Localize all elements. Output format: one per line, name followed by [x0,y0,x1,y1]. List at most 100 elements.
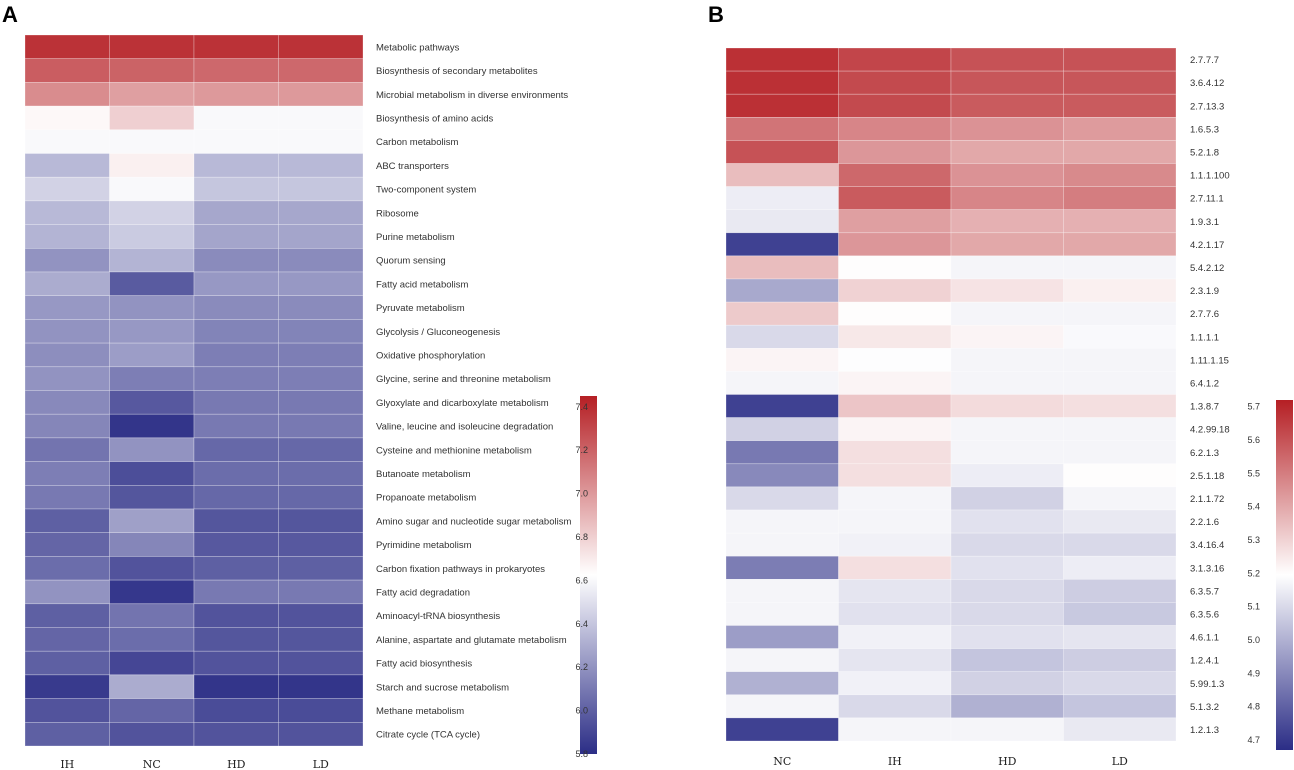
heatmap-cell-a-21-1 [109,532,195,557]
row-label-a-12: Glycolysis / Gluconeogenesis [376,327,500,338]
heatmap-cell-b-3-3 [1063,117,1177,141]
heatmap-cell-a-1-1 [109,58,195,83]
heatmap-cell-b-14-1 [838,371,952,395]
heatmap-cell-a-5-0 [24,153,110,178]
column-label-a-3: LD [313,758,329,770]
heatmap-cell-a-18-0 [24,461,110,486]
row-label-a-23: Fatty acid degradation [376,588,470,599]
row-label-a-26: Fatty acid biosynthesis [376,659,472,670]
heatmap-cell-b-23-0 [725,578,839,603]
heatmap-cell-b-15-1 [838,394,952,418]
heatmap-cell-b-13-3 [1063,347,1177,372]
heatmap-cell-b-4-1 [838,140,952,164]
heatmap-cell-a-21-0 [24,532,110,557]
heatmap-cell-b-8-2 [950,232,1064,257]
heatmap-cell-b-5-2 [950,163,1064,187]
heatmap-cell-b-28-2 [950,694,1064,719]
row-label-b-4: 5.2.1.8 [1190,148,1219,159]
row-label-b-29: 1.2.1.3 [1190,725,1219,736]
heatmap-cell-a-27-1 [109,674,195,699]
heatmap-cell-b-10-0 [725,278,839,303]
heatmap-cell-a-18-2 [193,461,279,486]
heatmap-cell-a-19-3 [278,484,364,510]
heatmap-cell-a-0-1 [109,34,195,60]
heatmap-cell-a-22-3 [278,556,364,581]
row-label-a-16: Valine, leucine and isoleucine degradati… [376,422,553,433]
heatmap-cell-b-18-1 [838,463,952,488]
heatmap-cell-b-10-1 [838,278,952,303]
heatmap-cell-b-16-2 [950,417,1064,442]
heatmap-cell-a-6-0 [24,176,110,202]
colorbar-tick-a-8: 5.8 [575,749,588,759]
row-label-b-23: 6.3.5.7 [1190,586,1219,597]
heatmap-cell-a-13-2 [193,342,279,368]
heatmap-cell-a-20-3 [278,508,364,534]
heatmap-cell-a-12-2 [193,319,279,344]
heatmap-panel-b: 2.7.7.7 3.6.4.12 2.7.13.3 1.6.5.3 5.2.1.8 1.1… [725,47,1293,768]
heatmap-cell-b-20-0 [725,509,839,534]
heatmap-cell-b-2-1 [838,93,952,118]
heatmap-cell-a-19-0 [24,484,110,510]
heatmap-panel-a: Metabolic pathways Biosynthesis of second… [24,34,597,770]
heatmap-cell-a-17-3 [278,437,364,462]
row-label-a-14: Glycine, serine and threonine metabolism [376,374,551,385]
heatmap-cell-b-3-0 [725,117,839,141]
heatmap-cell-b-7-0 [725,209,839,234]
row-label-b-5: 1.1.1.100 [1190,171,1230,182]
heatmap-cell-b-29-1 [838,717,952,742]
row-label-b-15: 1.3.8.7 [1190,402,1219,413]
heatmap-cell-a-21-2 [193,532,279,557]
heatmap-cell-b-12-1 [838,324,952,349]
heatmap-cell-a-3-1 [109,105,195,131]
heatmap-cell-b-0-2 [950,47,1064,72]
row-label-a-1: Biosynthesis of secondary metabolites [376,66,538,77]
heatmap-cell-a-2-2 [193,82,279,107]
heatmap-cell-b-26-1 [838,648,952,672]
row-label-b-12: 1.1.1.1 [1190,332,1219,343]
heatmap-cell-a-8-0 [24,224,110,249]
heatmap-cell-b-9-3 [1063,255,1177,280]
heatmap-cell-a-26-2 [193,650,279,676]
heatmap-cell-b-11-1 [838,301,952,326]
heatmap-cell-a-29-1 [109,721,195,747]
heatmap-cell-a-16-3 [278,413,364,439]
heatmap-cell-a-0-2 [193,34,279,60]
column-label-b-0: NC [773,755,791,768]
heatmap-cell-a-7-0 [24,200,110,225]
heatmap-cell-a-22-0 [24,556,110,581]
heatmap-cell-a-26-1 [109,650,195,676]
column-label-b-1: IH [888,755,902,768]
heatmap-cell-a-4-3 [278,129,364,154]
colorbar-tick-a-5: 6.4 [575,619,588,629]
heatmap-cell-b-1-2 [950,70,1064,95]
heatmap-cell-b-19-0 [725,486,839,511]
heatmap-cell-a-9-2 [193,248,279,273]
heatmap-cell-b-10-2 [950,278,1064,303]
heatmap-cell-b-20-1 [838,509,952,534]
heatmap-cell-b-25-2 [950,625,1064,649]
heatmap-cell-a-9-1 [109,248,195,273]
row-label-a-2: Microbial metabolism in diverse environm… [376,90,568,101]
row-label-b-8: 4.2.1.17 [1190,240,1224,251]
heatmap-cell-a-16-0 [24,413,110,439]
row-label-a-0: Metabolic pathways [376,42,460,53]
heatmap-cell-a-10-0 [24,271,110,297]
heatmap-cell-a-19-1 [109,484,195,510]
heatmap-cell-b-15-0 [725,394,839,418]
column-label-b-3: LD [1112,755,1128,768]
row-label-b-16: 4.2.99.18 [1190,425,1230,436]
heatmap-cell-a-17-0 [24,437,110,462]
colorbar-tick-b-2: 5.5 [1247,468,1260,478]
heatmap-cell-b-8-3 [1063,232,1177,257]
column-label-a-0: IH [60,758,74,770]
heatmap-cell-b-16-1 [838,417,952,442]
row-label-b-22: 3.1.3.16 [1190,563,1224,574]
heatmap-cell-a-24-3 [278,603,364,628]
heatmap-cell-a-12-1 [109,319,195,344]
heatmap-cell-a-16-1 [109,413,195,439]
heatmap-cell-b-16-0 [725,417,839,442]
heatmap-cell-a-28-2 [193,698,279,723]
heatmap-cell-a-10-2 [193,271,279,297]
heatmap-cell-b-29-2 [950,717,1064,742]
heatmap-cell-b-21-2 [950,532,1064,557]
